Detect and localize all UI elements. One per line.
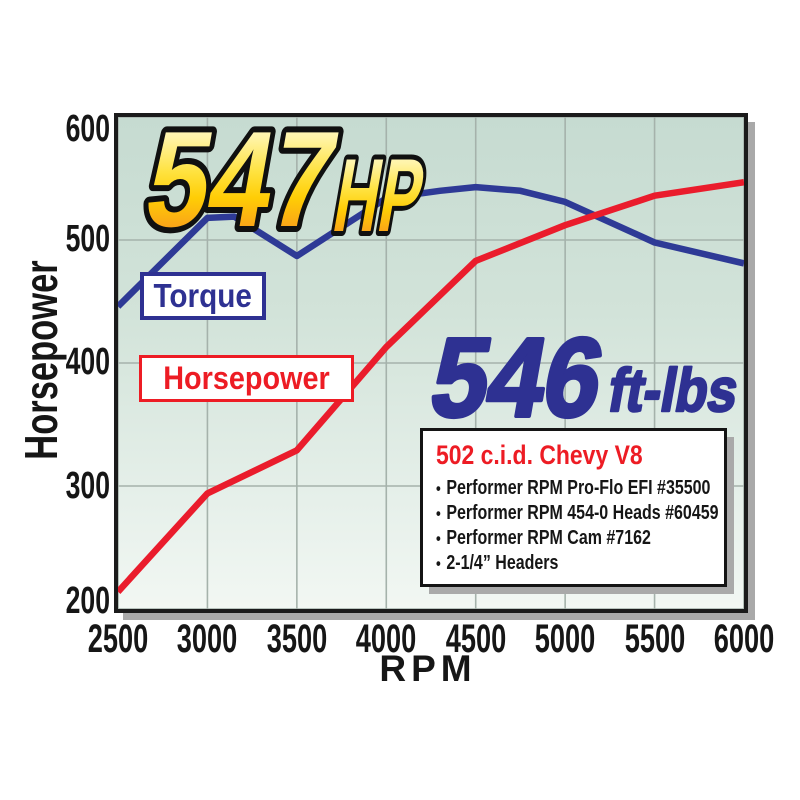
- legend-torque-label: Torque: [153, 277, 253, 314]
- legend-torque: Torque: [140, 272, 266, 320]
- x-tick-6000: 6000: [713, 617, 775, 661]
- engine-spec-list: • Performer RPM Pro-Flo EFI #35500 • Perfor…: [436, 476, 719, 576]
- legend-horsepower: Horsepower: [139, 355, 354, 402]
- x-tick-4000: 4000: [355, 617, 417, 661]
- bullet-icon: •: [436, 554, 441, 573]
- y-tick-200: 200: [65, 580, 110, 622]
- spec-item: • Performer RPM Cam #7162: [436, 526, 658, 551]
- spec-item: • 2-1/4” Headers: [436, 551, 658, 576]
- y-tick-500: 500: [65, 218, 110, 260]
- spec-item: • Performer RPM 454-0 Heads #60459: [436, 501, 719, 526]
- spec-item: • Performer RPM Pro-Flo EFI #35500: [436, 476, 710, 501]
- horsepower-curve: [118, 178, 744, 594]
- x-tick-2500: 2500: [87, 617, 149, 661]
- y-tick-400: 400: [65, 341, 110, 383]
- x-tick-4500: 4500: [445, 617, 507, 661]
- spec-item-text: Performer RPM 454-0 Heads #60459: [446, 502, 719, 524]
- bullet-icon: •: [436, 504, 441, 523]
- bullet-icon: •: [436, 479, 441, 498]
- x-tick-3500: 3500: [266, 617, 328, 661]
- engine-spec-title: 502 c.i.d. Chevy V8: [436, 440, 643, 470]
- bullet-icon: •: [436, 529, 441, 548]
- engine-spec-box: 502 c.i.d. Chevy V8 • Performer RPM Pro-F…: [420, 428, 727, 587]
- y-tick-600: 600: [65, 108, 110, 150]
- legend-horsepower-label: Horsepower: [163, 360, 330, 396]
- spec-item-text: Performer RPM Cam #7162: [446, 527, 651, 549]
- y-axis-title: Horsepower: [15, 260, 67, 460]
- x-tick-5500: 5500: [624, 617, 686, 661]
- spec-item-text: 2-1/4” Headers: [446, 552, 559, 574]
- spec-item-text: Performer RPM Pro-Flo EFI #35500: [446, 477, 711, 499]
- x-axis-title: RPM: [379, 648, 477, 689]
- x-tick-3000: 3000: [176, 617, 238, 661]
- x-tick-5000: 5000: [534, 617, 596, 661]
- y-tick-300: 300: [65, 465, 110, 507]
